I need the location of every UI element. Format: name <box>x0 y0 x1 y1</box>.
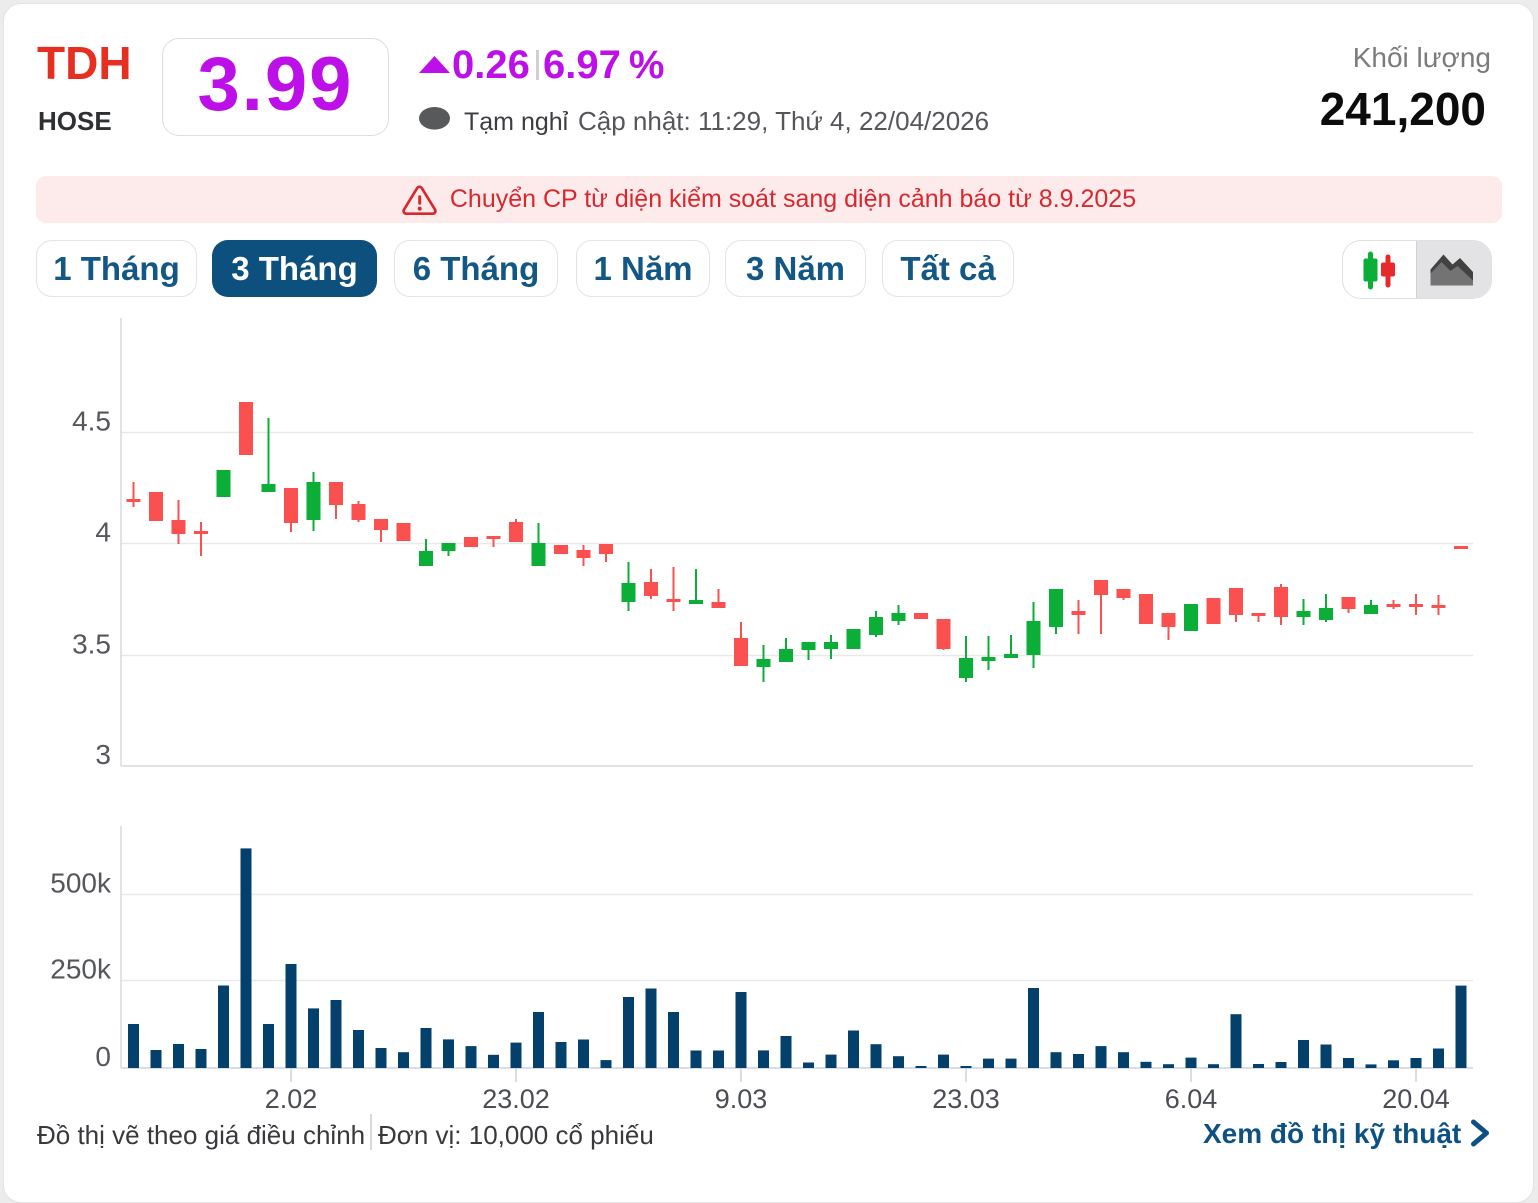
svg-text:0: 0 <box>95 1041 111 1072</box>
svg-text:3: 3 <box>95 739 111 770</box>
svg-text:20.04: 20.04 <box>1382 1084 1450 1114</box>
svg-text:250k: 250k <box>50 954 112 985</box>
svg-text:23.02: 23.02 <box>482 1084 550 1114</box>
svg-text:6.04: 6.04 <box>1165 1084 1218 1114</box>
svg-text:4: 4 <box>95 517 111 548</box>
svg-text:500k: 500k <box>50 868 112 899</box>
svg-text:9.03: 9.03 <box>715 1084 768 1114</box>
svg-text:2.02: 2.02 <box>265 1084 318 1114</box>
svg-text:4.5: 4.5 <box>72 406 111 437</box>
svg-text:23.03: 23.03 <box>932 1084 1000 1114</box>
svg-text:3.5: 3.5 <box>72 629 111 660</box>
